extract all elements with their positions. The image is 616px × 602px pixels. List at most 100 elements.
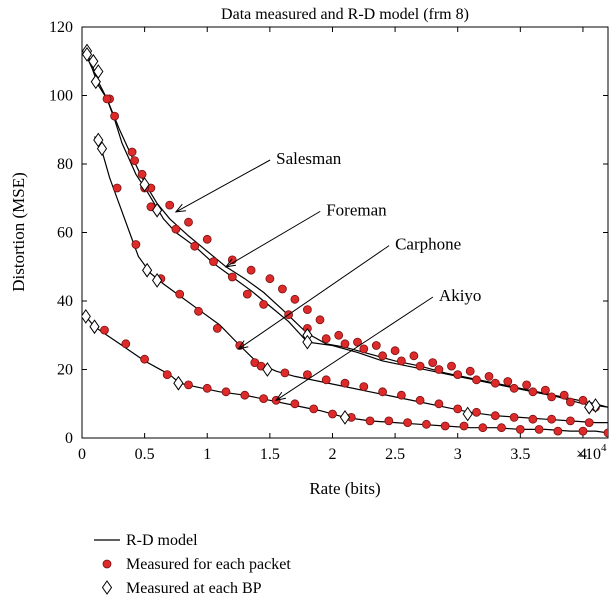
bp-point-salesman [590, 398, 601, 413]
packet-point-salesman [202, 234, 212, 244]
bp-point-salesman [139, 177, 150, 192]
y-tick-label: 0 [65, 430, 73, 447]
packet-point-carphone [321, 375, 331, 385]
packet-point-foreman [359, 344, 369, 354]
packet-point-akiyo [259, 394, 269, 404]
bp-point-salesman [151, 202, 163, 218]
packet-point-akiyo [240, 390, 250, 400]
packet-point-akiyo [121, 339, 131, 349]
packet-point-carphone [112, 183, 122, 193]
packet-point-akiyo [478, 423, 488, 433]
bp-point-akiyo [82, 309, 91, 324]
bp-point-foreman [82, 47, 93, 62]
x-tick-label: 2.5 [385, 446, 405, 463]
packet-point-akiyo [221, 387, 231, 397]
packet-point-akiyo [365, 416, 375, 426]
packet-point-foreman [378, 351, 388, 361]
packet-point-salesman [484, 371, 494, 381]
legend-circle-marker [102, 559, 112, 569]
packet-point-foreman [259, 299, 269, 309]
annotation-arrow-carphone [238, 245, 390, 350]
y-tick-label: 20 [57, 362, 73, 379]
y-tick-label: 100 [49, 88, 73, 105]
annotation-label-carphone: Carphone [395, 235, 461, 254]
packet-point-salesman [290, 294, 300, 304]
packet-point-foreman [547, 392, 556, 402]
annotation-arrow-foreman [225, 210, 321, 268]
packet-point-akiyo [421, 419, 431, 429]
legend-item-bp: Measured at each BP [126, 580, 262, 597]
packet-point-akiyo [184, 380, 193, 390]
packet-point-salesman [277, 284, 287, 294]
legend: R-D model Measured for each packet Measu… [94, 532, 291, 597]
packet-point-akiyo [202, 383, 212, 393]
packet-point-akiyo [140, 354, 150, 364]
packet-point-salesman [265, 274, 275, 284]
annotation-arrowhead-carphone [237, 340, 249, 350]
bp-point-foreman [584, 399, 595, 415]
annotation-label-salesman: Salesman [276, 149, 342, 168]
packet-point-carphone [528, 414, 538, 424]
annotation-label-foreman: Foreman [326, 200, 387, 219]
packet-point-foreman [130, 156, 140, 166]
bp-points [82, 43, 601, 425]
packet-point-foreman [242, 289, 252, 299]
packet-point-carphone [194, 306, 203, 316]
x-tick-label: 0.5 [135, 446, 155, 463]
packet-point-salesman [541, 385, 550, 395]
x-multiplier-exponent: 4 [601, 442, 607, 454]
model-line-foreman [85, 54, 608, 408]
x-axis-ticks: 0 0.5 1 1.5 2 2.5 3 3.5 4 [78, 27, 587, 463]
packet-point-akiyo [384, 416, 394, 426]
y-tick-label: 120 [49, 19, 73, 36]
packet-point-akiyo [162, 370, 172, 380]
packet-point-carphone [396, 390, 406, 400]
annotation-arrow-akiyo [275, 296, 434, 401]
annotation-arrow-salesman [175, 159, 271, 213]
packet-point-salesman [137, 169, 147, 179]
packet-point-carphone [453, 404, 463, 414]
x-tick-label: 3 [454, 446, 462, 463]
bp-point-foreman [302, 334, 313, 350]
packet-point-foreman [102, 94, 112, 104]
plot-frame [81, 26, 609, 439]
packet-point-carphone [302, 370, 312, 380]
packet-point-akiyo [578, 426, 588, 436]
y-axis-label: Distortion (MSE) [9, 172, 28, 291]
packet-point-foreman [566, 397, 575, 407]
y-tick-label: 80 [57, 156, 73, 173]
packet-point-salesman [302, 305, 312, 315]
packet-point-salesman [184, 217, 193, 227]
packet-point-foreman [453, 370, 463, 380]
y-tick-label: 60 [57, 225, 73, 242]
packet-point-carphone [378, 387, 388, 397]
bp-point-carphone [96, 141, 108, 156]
packet-point-foreman [110, 111, 119, 121]
x-tick-label: 1.5 [260, 446, 280, 463]
packet-point-carphone [566, 416, 575, 426]
x-tick-label: 0 [78, 446, 86, 463]
packet-point-akiyo [534, 424, 544, 434]
bp-point-carphone [262, 362, 273, 377]
packet-point-salesman [371, 341, 381, 350]
packet-point-foreman [396, 356, 406, 366]
y-tick-label: 40 [57, 293, 73, 310]
packet-point-salesman [353, 337, 362, 347]
packet-point-salesman [522, 380, 531, 390]
packet-point-akiyo [403, 418, 413, 428]
bp-point-akiyo [339, 410, 351, 425]
packet-point-foreman [171, 224, 181, 234]
packet-point-salesman [246, 265, 256, 275]
bp-point-carphone [93, 132, 104, 148]
packet-point-akiyo [497, 423, 506, 433]
packet-point-akiyo [603, 428, 608, 438]
packet-point-foreman [190, 241, 200, 251]
packet-point-carphone [340, 378, 350, 388]
x-tick-label: 4 [579, 446, 587, 463]
annotation-arrowhead-foreman [224, 258, 236, 268]
bp-point-akiyo [173, 375, 184, 391]
bp-point-carphone [151, 273, 163, 288]
packet-point-akiyo [440, 421, 450, 431]
bp-point-salesman [93, 64, 104, 79]
packet-points [100, 94, 608, 438]
